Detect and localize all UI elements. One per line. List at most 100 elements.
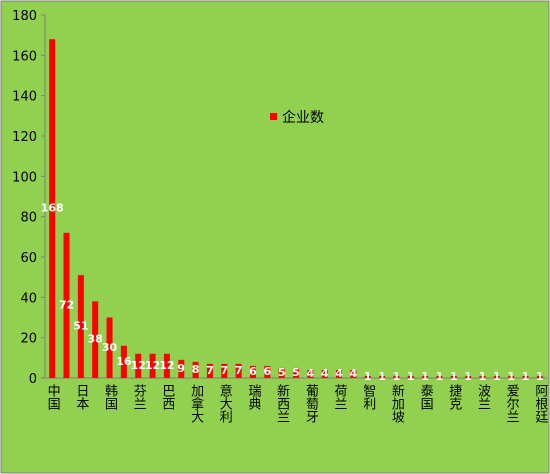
bar bbox=[536, 375, 543, 378]
bar bbox=[235, 363, 242, 378]
bar bbox=[92, 301, 99, 378]
value-label: 16 bbox=[116, 355, 132, 368]
bar bbox=[436, 375, 443, 378]
value-label: 12 bbox=[145, 359, 160, 372]
value-label: 1 bbox=[436, 370, 444, 383]
value-label: 1 bbox=[378, 370, 386, 383]
value-label: 7 bbox=[220, 364, 228, 377]
x-tick-label: 阿根廷 bbox=[532, 384, 548, 424]
bar bbox=[422, 375, 429, 378]
x-tick-label: 日本 bbox=[73, 384, 89, 410]
bar bbox=[77, 275, 84, 378]
bar bbox=[192, 361, 199, 378]
value-label: 30 bbox=[102, 341, 118, 354]
y-tick-label: 160 bbox=[12, 49, 37, 64]
bar bbox=[249, 365, 256, 378]
value-label: 6 bbox=[249, 365, 257, 378]
value-label: 1 bbox=[536, 370, 544, 383]
value-label: 5 bbox=[292, 366, 300, 379]
y-tick-label: 180 bbox=[12, 9, 37, 24]
value-label: 1 bbox=[479, 370, 487, 383]
y-tick-label: 0 bbox=[29, 372, 37, 387]
y-tick-label: 140 bbox=[12, 90, 37, 105]
x-tick-label: 瑞典 bbox=[245, 384, 261, 410]
x-tick-label: 荷兰 bbox=[332, 384, 348, 410]
value-label: 1 bbox=[421, 370, 429, 383]
bar bbox=[393, 375, 400, 378]
bar bbox=[479, 375, 486, 378]
value-label: 1 bbox=[507, 370, 515, 383]
value-label: 8 bbox=[192, 363, 200, 376]
value-label: 1 bbox=[522, 370, 530, 383]
legend-swatch bbox=[270, 113, 277, 120]
bar bbox=[293, 367, 299, 378]
value-label: 1 bbox=[364, 370, 372, 383]
x-tick-label: 韩国 bbox=[102, 384, 118, 410]
value-label: 5 bbox=[278, 366, 286, 379]
bar bbox=[49, 39, 56, 378]
bar bbox=[379, 375, 386, 378]
bar bbox=[321, 369, 328, 378]
y-tick-label: 60 bbox=[20, 251, 37, 266]
bar bbox=[206, 363, 213, 378]
value-label: 4 bbox=[321, 367, 329, 380]
bar bbox=[307, 369, 314, 378]
bar bbox=[350, 369, 357, 378]
bar bbox=[522, 375, 529, 378]
x-tick-label: 捷克 bbox=[446, 384, 462, 411]
value-label: 7 bbox=[235, 364, 243, 377]
x-tick-label: 加拿大 bbox=[188, 384, 204, 423]
x-tick-label: 中国 bbox=[45, 384, 60, 410]
y-tick-label: 100 bbox=[12, 170, 37, 185]
y-tick-label: 40 bbox=[20, 291, 37, 306]
value-label: 4 bbox=[350, 367, 358, 380]
value-label: 1 bbox=[450, 370, 458, 383]
x-tick-label: 葡萄牙 bbox=[303, 384, 319, 423]
value-label: 168 bbox=[41, 202, 64, 215]
value-label: 4 bbox=[307, 367, 315, 380]
y-tick-label: 80 bbox=[20, 211, 37, 226]
value-label: 9 bbox=[177, 362, 185, 375]
value-label: 51 bbox=[73, 320, 88, 333]
bar bbox=[450, 375, 457, 378]
y-tick-label: 20 bbox=[20, 332, 37, 347]
value-label: 12 bbox=[131, 359, 146, 372]
x-tick-label: 爱尔兰 bbox=[504, 384, 519, 423]
bar bbox=[120, 345, 127, 378]
x-tick-label: 意大利 bbox=[217, 383, 233, 423]
y-tick-label: 120 bbox=[12, 130, 37, 145]
x-tick-label: 新西兰 bbox=[274, 383, 290, 423]
x-tick-label: 新加坡 bbox=[389, 383, 405, 423]
bar bbox=[264, 365, 271, 378]
value-label: 7 bbox=[206, 364, 214, 377]
bar bbox=[278, 367, 285, 378]
bar bbox=[508, 375, 515, 378]
bar bbox=[364, 375, 371, 378]
bar bbox=[178, 359, 185, 378]
value-label: 1 bbox=[407, 370, 415, 383]
x-tick-label: 芬兰 bbox=[131, 384, 147, 410]
bar bbox=[407, 375, 414, 378]
value-label: 1 bbox=[393, 370, 401, 383]
bar bbox=[465, 375, 472, 378]
value-label: 38 bbox=[88, 333, 103, 346]
value-label: 1 bbox=[464, 370, 472, 383]
x-tick-label: 波兰 bbox=[475, 384, 491, 410]
bar bbox=[493, 375, 500, 378]
x-tick-label: 智利 bbox=[360, 384, 376, 410]
bar bbox=[106, 317, 113, 378]
bar bbox=[63, 232, 70, 378]
value-label: 72 bbox=[59, 298, 74, 311]
x-tick-label: 巴西 bbox=[159, 384, 175, 410]
bar bbox=[135, 353, 142, 378]
x-tick-label: 泰国 bbox=[418, 384, 434, 410]
value-label: 1 bbox=[493, 370, 501, 383]
legend-label: 企业数 bbox=[282, 109, 324, 126]
bar bbox=[336, 369, 343, 378]
bar bbox=[221, 363, 228, 378]
bar bbox=[163, 353, 170, 378]
bar bbox=[149, 353, 156, 378]
